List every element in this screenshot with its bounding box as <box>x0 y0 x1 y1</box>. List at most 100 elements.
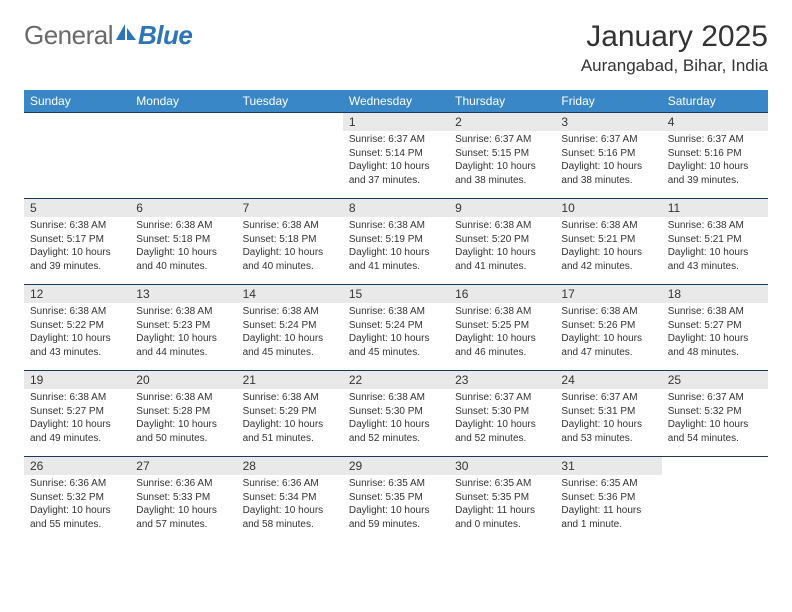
day-number: 6 <box>130 199 236 217</box>
weekday-header: Thursday <box>449 90 555 113</box>
day-number: 15 <box>343 285 449 303</box>
sunset-text: Sunset: 5:33 PM <box>136 491 230 505</box>
day-number: 17 <box>555 285 661 303</box>
day-number: 5 <box>24 199 130 217</box>
day-info: Sunrise: 6:38 AMSunset: 5:18 PMDaylight:… <box>237 217 343 277</box>
day-number: 26 <box>24 457 130 475</box>
calendar-row: 5Sunrise: 6:38 AMSunset: 5:17 PMDaylight… <box>24 199 768 285</box>
sunrise-text: Sunrise: 6:35 AM <box>561 477 655 491</box>
location-subtitle: Aurangabad, Bihar, India <box>581 56 768 76</box>
day-info: Sunrise: 6:38 AMSunset: 5:27 PMDaylight:… <box>24 389 130 449</box>
sunset-text: Sunset: 5:35 PM <box>455 491 549 505</box>
sunrise-text: Sunrise: 6:38 AM <box>243 305 337 319</box>
calendar-cell: 5Sunrise: 6:38 AMSunset: 5:17 PMDaylight… <box>24 199 130 285</box>
sunset-text: Sunset: 5:16 PM <box>561 147 655 161</box>
day-info: Sunrise: 6:38 AMSunset: 5:21 PMDaylight:… <box>555 217 661 277</box>
daylight-text: Daylight: 10 hours and 57 minutes. <box>136 504 230 531</box>
calendar-cell: 18Sunrise: 6:38 AMSunset: 5:27 PMDayligh… <box>662 285 768 371</box>
day-number: 30 <box>449 457 555 475</box>
weekday-header: Saturday <box>662 90 768 113</box>
day-info: Sunrise: 6:38 AMSunset: 5:25 PMDaylight:… <box>449 303 555 363</box>
daylight-text: Daylight: 10 hours and 38 minutes. <box>455 160 549 187</box>
calendar-cell: 10Sunrise: 6:38 AMSunset: 5:21 PMDayligh… <box>555 199 661 285</box>
sunset-text: Sunset: 5:15 PM <box>455 147 549 161</box>
calendar-cell: 24Sunrise: 6:37 AMSunset: 5:31 PMDayligh… <box>555 371 661 457</box>
day-info: Sunrise: 6:38 AMSunset: 5:30 PMDaylight:… <box>343 389 449 449</box>
day-info: Sunrise: 6:38 AMSunset: 5:18 PMDaylight:… <box>130 217 236 277</box>
sunset-text: Sunset: 5:17 PM <box>30 233 124 247</box>
sunrise-text: Sunrise: 6:38 AM <box>243 391 337 405</box>
weekday-header-row: Sunday Monday Tuesday Wednesday Thursday… <box>24 90 768 113</box>
sunset-text: Sunset: 5:25 PM <box>455 319 549 333</box>
sunset-text: Sunset: 5:30 PM <box>349 405 443 419</box>
day-info: Sunrise: 6:37 AMSunset: 5:16 PMDaylight:… <box>555 131 661 191</box>
sunset-text: Sunset: 5:22 PM <box>30 319 124 333</box>
day-number: 16 <box>449 285 555 303</box>
sunset-text: Sunset: 5:32 PM <box>30 491 124 505</box>
sunrise-text: Sunrise: 6:38 AM <box>243 219 337 233</box>
sunset-text: Sunset: 5:26 PM <box>561 319 655 333</box>
daylight-text: Daylight: 10 hours and 43 minutes. <box>668 246 762 273</box>
calendar-cell: 9Sunrise: 6:38 AMSunset: 5:20 PMDaylight… <box>449 199 555 285</box>
sunset-text: Sunset: 5:21 PM <box>561 233 655 247</box>
sunset-text: Sunset: 5:27 PM <box>30 405 124 419</box>
daylight-text: Daylight: 10 hours and 40 minutes. <box>136 246 230 273</box>
daylight-text: Daylight: 10 hours and 47 minutes. <box>561 332 655 359</box>
daylight-text: Daylight: 10 hours and 49 minutes. <box>30 418 124 445</box>
daylight-text: Daylight: 10 hours and 48 minutes. <box>668 332 762 359</box>
sunrise-text: Sunrise: 6:36 AM <box>136 477 230 491</box>
calendar-body: 1Sunrise: 6:37 AMSunset: 5:14 PMDaylight… <box>24 113 768 543</box>
day-info: Sunrise: 6:38 AMSunset: 5:22 PMDaylight:… <box>24 303 130 363</box>
daylight-text: Daylight: 10 hours and 59 minutes. <box>349 504 443 531</box>
day-number: 8 <box>343 199 449 217</box>
calendar-cell: 23Sunrise: 6:37 AMSunset: 5:30 PMDayligh… <box>449 371 555 457</box>
logo-text-blue: Blue <box>138 20 192 51</box>
sunrise-text: Sunrise: 6:38 AM <box>668 219 762 233</box>
sunrise-text: Sunrise: 6:38 AM <box>136 219 230 233</box>
day-number: 12 <box>24 285 130 303</box>
logo-sail-icon <box>116 24 136 40</box>
day-number: 13 <box>130 285 236 303</box>
day-info: Sunrise: 6:38 AMSunset: 5:23 PMDaylight:… <box>130 303 236 363</box>
calendar-cell: 27Sunrise: 6:36 AMSunset: 5:33 PMDayligh… <box>130 457 236 543</box>
daylight-text: Daylight: 11 hours and 0 minutes. <box>455 504 549 531</box>
daylight-text: Daylight: 11 hours and 1 minute. <box>561 504 655 531</box>
day-number: 9 <box>449 199 555 217</box>
day-info: Sunrise: 6:36 AMSunset: 5:34 PMDaylight:… <box>237 475 343 535</box>
day-number: 25 <box>662 371 768 389</box>
sunrise-text: Sunrise: 6:38 AM <box>136 305 230 319</box>
day-number: 23 <box>449 371 555 389</box>
daylight-text: Daylight: 10 hours and 45 minutes. <box>243 332 337 359</box>
title-block: January 2025 Aurangabad, Bihar, India <box>581 20 768 76</box>
sunrise-text: Sunrise: 6:38 AM <box>349 391 443 405</box>
day-info: Sunrise: 6:38 AMSunset: 5:19 PMDaylight:… <box>343 217 449 277</box>
day-info: Sunrise: 6:37 AMSunset: 5:14 PMDaylight:… <box>343 131 449 191</box>
calendar-cell: 29Sunrise: 6:35 AMSunset: 5:35 PMDayligh… <box>343 457 449 543</box>
sunset-text: Sunset: 5:24 PM <box>243 319 337 333</box>
day-number: 20 <box>130 371 236 389</box>
weekday-header: Friday <box>555 90 661 113</box>
sunrise-text: Sunrise: 6:37 AM <box>455 133 549 147</box>
daylight-text: Daylight: 10 hours and 54 minutes. <box>668 418 762 445</box>
day-number: 19 <box>24 371 130 389</box>
logo: General Blue <box>24 20 192 51</box>
day-info: Sunrise: 6:36 AMSunset: 5:33 PMDaylight:… <box>130 475 236 535</box>
day-info: Sunrise: 6:35 AMSunset: 5:35 PMDaylight:… <box>449 475 555 535</box>
day-number: 10 <box>555 199 661 217</box>
daylight-text: Daylight: 10 hours and 39 minutes. <box>30 246 124 273</box>
calendar-cell: 14Sunrise: 6:38 AMSunset: 5:24 PMDayligh… <box>237 285 343 371</box>
sunset-text: Sunset: 5:21 PM <box>668 233 762 247</box>
sunset-text: Sunset: 5:30 PM <box>455 405 549 419</box>
day-info: Sunrise: 6:38 AMSunset: 5:17 PMDaylight:… <box>24 217 130 277</box>
sunrise-text: Sunrise: 6:37 AM <box>561 133 655 147</box>
calendar-cell: 25Sunrise: 6:37 AMSunset: 5:32 PMDayligh… <box>662 371 768 457</box>
day-info: Sunrise: 6:37 AMSunset: 5:16 PMDaylight:… <box>662 131 768 191</box>
sunset-text: Sunset: 5:16 PM <box>668 147 762 161</box>
sunset-text: Sunset: 5:24 PM <box>349 319 443 333</box>
day-info: Sunrise: 6:37 AMSunset: 5:32 PMDaylight:… <box>662 389 768 449</box>
sunrise-text: Sunrise: 6:38 AM <box>349 219 443 233</box>
sunrise-text: Sunrise: 6:36 AM <box>243 477 337 491</box>
sunrise-text: Sunrise: 6:38 AM <box>30 391 124 405</box>
calendar-cell: 1Sunrise: 6:37 AMSunset: 5:14 PMDaylight… <box>343 113 449 199</box>
calendar-cell <box>130 113 236 199</box>
